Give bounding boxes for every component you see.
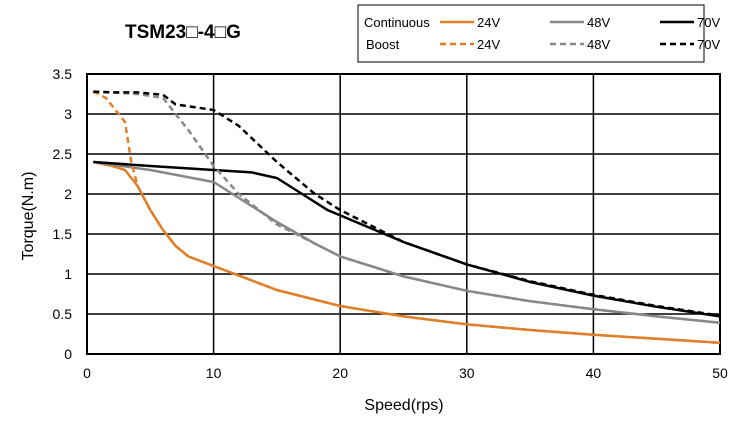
y-tick-label: 1 xyxy=(64,266,72,282)
y-tick-label: 3.5 xyxy=(53,66,73,82)
plot-border xyxy=(86,73,721,355)
y-tick-label: 1.5 xyxy=(53,226,73,242)
series-line-continuous-70V xyxy=(93,160,721,318)
y-tick-label: 3 xyxy=(64,106,72,122)
x-tick-label: 0 xyxy=(83,365,91,381)
legend-row-boost: Boost xyxy=(366,37,400,52)
grid xyxy=(86,73,721,355)
legend-label: 48V xyxy=(587,37,610,52)
series-lines xyxy=(92,90,721,345)
legend: Continuous Boost 24V 48V 70V 24V 48V 70V xyxy=(357,4,720,63)
y-tick-label: 0 xyxy=(64,346,72,362)
y-axis-label: Torque(N.m) xyxy=(20,172,37,261)
series-line-boost-24V xyxy=(92,90,721,345)
legend-label: 70V xyxy=(697,37,720,52)
legend-label: 24V xyxy=(477,15,500,30)
y-tick-label: 0.5 xyxy=(53,306,73,322)
x-tick-label: 50 xyxy=(712,365,728,381)
y-tick-label: 2 xyxy=(64,186,72,202)
legend-label: 24V xyxy=(477,37,500,52)
y-tick-label: 2.5 xyxy=(53,146,73,162)
chart-title: TSM23□-4□G xyxy=(125,22,241,43)
tick-labels: 0 0.5 1 1.5 2 2.5 3 3.5 0 10 20 30 40 50 xyxy=(53,66,728,381)
x-tick-label: 30 xyxy=(459,365,475,381)
series-line-boost-48V xyxy=(93,90,721,325)
legend-row-continuous: Continuous xyxy=(364,15,430,30)
legend-box xyxy=(357,4,705,63)
x-tick-label: 20 xyxy=(332,365,348,381)
series-line-boost-70V xyxy=(93,90,721,317)
x-tick-label: 40 xyxy=(586,365,602,381)
x-axis-label: Speed(rps) xyxy=(364,397,443,414)
x-tick-label: 10 xyxy=(206,365,222,381)
series-line-continuous-24V xyxy=(93,160,721,345)
legend-label: 70V xyxy=(697,15,720,30)
legend-label: 48V xyxy=(587,15,610,30)
